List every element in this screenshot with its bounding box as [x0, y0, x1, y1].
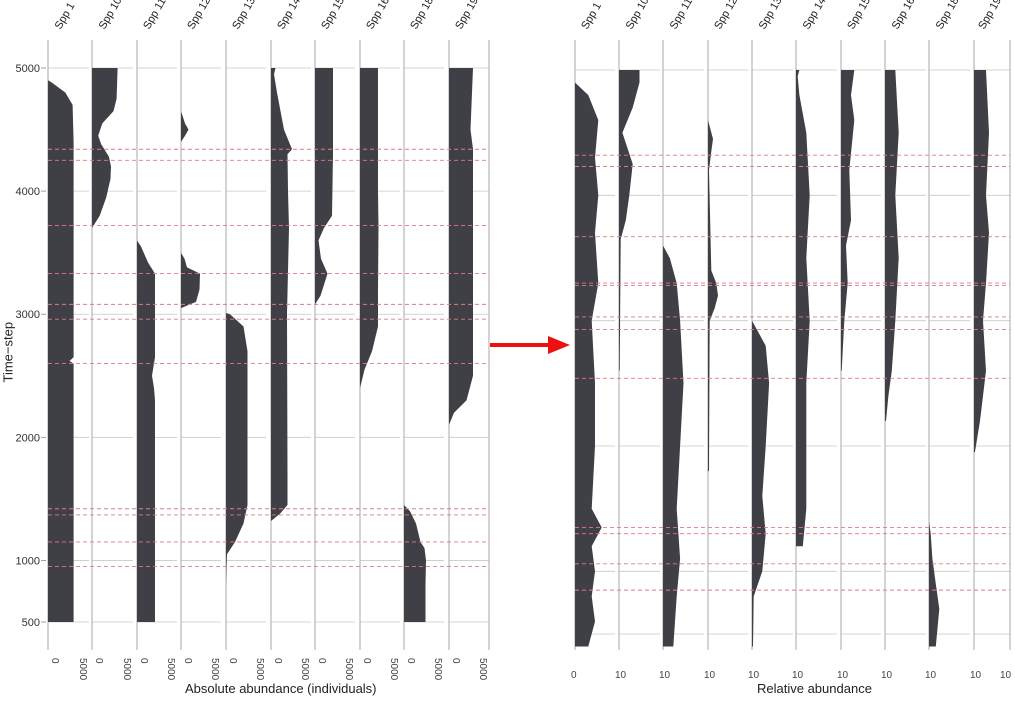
area-series-spp-147 — [796, 70, 810, 547]
x-tick-label: 5000 — [343, 658, 354, 681]
y-tick-label: 1000 — [16, 555, 40, 567]
species-header: Spp 164 — [364, 0, 395, 32]
species-header: Spp 185 — [408, 0, 439, 32]
x-tick-label: 5000 — [165, 658, 176, 681]
x-tick-label: 0 — [405, 658, 416, 664]
y-axis-title: Time−step — [0, 321, 16, 383]
x-tick-label: 10 — [881, 670, 893, 681]
area-series-spp-159 — [315, 68, 333, 305]
x-tick-label: 0 — [450, 658, 461, 664]
x-tick-label: 0 — [571, 670, 577, 681]
area-series-spp-1 — [48, 80, 74, 623]
x-tick-label: 10 — [659, 670, 671, 681]
transform-arrow-icon — [490, 336, 570, 354]
area-series-spp-129 — [181, 111, 200, 309]
x-tick-label: 5000 — [477, 658, 488, 681]
species-header: Spp 129 — [712, 0, 743, 32]
species-header: Spp 185 — [934, 0, 965, 32]
area-series-spp-164 — [885, 70, 899, 421]
x-tick-label: 10 — [792, 670, 804, 681]
x-tick-label: 10 — [1000, 670, 1012, 681]
species-header: Spp 129 — [185, 0, 216, 32]
area-series-spp-185 — [929, 521, 940, 647]
species-header: Spp 109 — [97, 0, 128, 32]
area-series-spp-109 — [92, 68, 118, 228]
x-tick-label: 0 — [182, 658, 193, 664]
area-series-spp-190 — [974, 70, 989, 453]
species-header: Spp 190 — [453, 0, 484, 32]
area-series-spp-164 — [360, 68, 379, 389]
area-series-spp-147 — [271, 68, 292, 521]
x-axis-title-relative: Relative abundance — [757, 681, 872, 696]
x-tick-label: 0 — [138, 658, 149, 664]
area-series-spp-185 — [404, 505, 426, 622]
species-header: Spp 164 — [890, 0, 921, 32]
species-header: Spp 134 — [230, 0, 261, 32]
area-series-spp-116 — [137, 240, 155, 622]
x-tick-label: 0 — [227, 658, 238, 664]
species-header: Spp 190 — [976, 0, 1007, 32]
area-series-spp-134 — [752, 320, 770, 647]
x-tick-label: 10 — [925, 670, 937, 681]
x-tick-label: 0 — [272, 658, 283, 664]
species-header: Spp 116 — [141, 0, 171, 31]
x-tick-label: 5000 — [299, 658, 310, 681]
x-tick-label: 0 — [49, 658, 60, 664]
y-tick-label: 500 — [22, 617, 40, 629]
x-tick-label: 5000 — [254, 658, 265, 681]
area-series-spp-116 — [663, 245, 684, 647]
x-tick-label: 10 — [970, 670, 982, 681]
species-header: Spp 147 — [275, 0, 306, 32]
x-tick-label: 10 — [837, 670, 849, 681]
area-series-spp-159 — [841, 70, 855, 371]
area-series-spp-134 — [226, 313, 248, 622]
area-series-spp-109 — [619, 70, 640, 371]
area-series-spp-129 — [708, 120, 718, 472]
species-header: Spp 147 — [801, 0, 832, 32]
x-tick-label: 0 — [93, 658, 104, 664]
species-header: Spp 109 — [624, 0, 655, 32]
x-tick-label: 0 — [316, 658, 327, 664]
x-tick-label: 10 — [704, 670, 716, 681]
x-tick-label: 5000 — [432, 658, 443, 681]
x-tick-label: 5000 — [388, 658, 399, 681]
species-header: Spp 159 — [845, 0, 876, 32]
area-series-spp-190 — [449, 68, 473, 425]
x-tick-label: 5000 — [121, 658, 132, 681]
y-tick-label: 4000 — [16, 186, 40, 198]
y-tick-label: 3000 — [16, 309, 40, 321]
x-axis-title-absolute: Absolute abundance (individuals) — [185, 681, 377, 696]
x-tick-label: 0 — [361, 658, 372, 664]
x-tick-label: 10 — [748, 670, 760, 681]
x-tick-label: 10 — [615, 670, 627, 681]
species-header: Spp 1 — [579, 1, 604, 32]
y-tick-label: 2000 — [16, 432, 40, 444]
x-tick-label: 5000 — [209, 658, 220, 681]
species-header: Spp 134 — [757, 0, 788, 32]
species-header: Spp 1 — [53, 1, 78, 32]
species-header: Spp 159 — [319, 0, 350, 32]
area-series-spp-1 — [575, 82, 602, 647]
y-tick-label: 5000 — [16, 63, 40, 75]
arrow-head — [548, 336, 570, 354]
x-tick-label: 5000 — [77, 658, 88, 681]
species-header: Spp 116 — [668, 0, 698, 31]
